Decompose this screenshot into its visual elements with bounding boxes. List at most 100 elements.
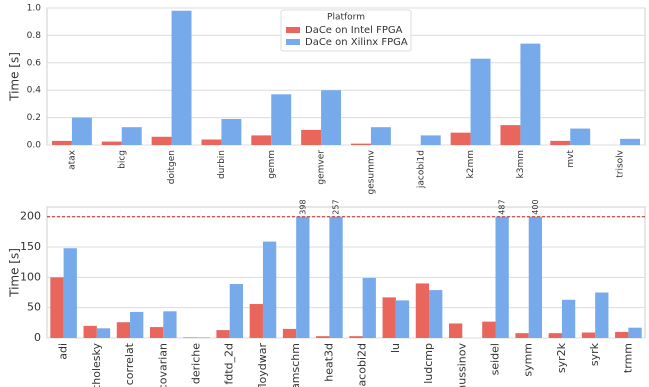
bar — [550, 140, 571, 145]
bar — [63, 248, 77, 338]
legend-box — [280, 9, 412, 52]
x-tick-label: lu — [389, 343, 402, 353]
x-tick-label: nussinov — [455, 343, 468, 387]
x-tick-label: ludcmp — [422, 343, 435, 384]
bar — [216, 330, 230, 338]
x-tick-label: adi — [57, 343, 70, 360]
bar — [316, 336, 330, 338]
bars — [51, 10, 641, 145]
bar — [96, 328, 111, 338]
x-tick-label: bicg — [117, 150, 127, 169]
x-tick-label: fdtd_2d — [223, 343, 236, 385]
bar — [50, 277, 64, 338]
bar — [482, 321, 496, 338]
legend-label: DaCe on Intel FPGA — [305, 25, 403, 36]
x-tick-label: doitgen — [167, 150, 177, 184]
x-tick-label: syrk — [588, 342, 601, 366]
x-tick-label: mvt — [566, 150, 576, 168]
y-tick-label: 150 — [20, 240, 41, 253]
bar — [149, 327, 164, 338]
y-tick-label: 0.0 — [27, 141, 42, 151]
bar — [321, 90, 342, 145]
y-tick-label: 0 — [34, 331, 41, 344]
bars — [50, 216, 642, 338]
subplot: 0 50 100 150 200 Time [s] adi cholesky correlat c… — [8, 199, 646, 387]
bar — [450, 132, 471, 145]
bar — [301, 129, 322, 145]
bar — [329, 216, 343, 338]
x-tick-label: gemver — [317, 150, 327, 185]
bar — [548, 333, 562, 338]
bar — [349, 336, 363, 338]
x-tick-label: gesummv — [366, 149, 376, 194]
y-tick-label: 1.0 — [27, 4, 42, 14]
legend-label: DaCe on Xilinx FPGA — [305, 37, 408, 48]
bar — [229, 284, 244, 338]
bar — [83, 325, 97, 338]
x-tick-label: deriche — [190, 343, 203, 384]
bar — [171, 10, 192, 145]
y-tick-label: 0.2 — [27, 113, 41, 123]
bar — [249, 304, 263, 338]
x-tick-label: covarian — [156, 343, 169, 387]
data-label: 400 — [531, 199, 540, 214]
y-tick-label: 0.6 — [27, 58, 42, 68]
x-tick-label: floydwar — [256, 343, 269, 387]
x-tick-label: jacobi2d — [356, 343, 369, 387]
data-label: 398 — [298, 199, 307, 214]
x-tick-label: symm — [522, 343, 535, 377]
y-tick-label: 0.4 — [27, 86, 42, 96]
bar — [570, 128, 591, 145]
bar — [296, 216, 310, 338]
x-tick-label: durbin — [217, 150, 227, 179]
bar — [151, 136, 172, 145]
bar — [515, 333, 529, 338]
bar — [183, 337, 197, 338]
x-tick-label: trisolv — [616, 149, 626, 177]
bar — [121, 127, 142, 145]
x-tick-label: jacobi1d — [416, 150, 426, 189]
data-label: 487 — [498, 199, 507, 214]
bar — [620, 138, 641, 145]
bar — [282, 328, 297, 338]
x-tick-label: k2mm — [466, 150, 476, 178]
bar — [130, 311, 144, 338]
bar — [420, 135, 441, 145]
bar — [362, 277, 376, 338]
bar — [221, 118, 242, 145]
bar — [262, 241, 277, 338]
bar — [163, 311, 177, 338]
legend-swatch — [286, 39, 300, 45]
bar — [370, 127, 391, 145]
x-tick-label: gemm — [267, 150, 277, 179]
bar — [382, 297, 396, 338]
bar — [448, 323, 463, 338]
y-tick-label: 200 — [20, 210, 41, 223]
y-axis-label: Time [s] — [8, 52, 22, 102]
bar — [51, 140, 72, 145]
x-tick-label: gramschm — [289, 343, 302, 387]
x-tick-label: syr2k — [555, 342, 568, 373]
legend-swatch — [286, 27, 300, 33]
bar — [350, 143, 371, 145]
x-tick-label: k3mm — [516, 150, 526, 178]
bar — [116, 322, 131, 338]
bar — [271, 94, 292, 145]
bar — [528, 216, 543, 338]
bar — [520, 43, 541, 145]
subplot: 0.0 0.2 0.4 0.6 0.8 1.0 Time [s] atax bicg doitge… — [8, 4, 646, 195]
y-tick-label: 0.8 — [27, 31, 42, 41]
bar — [470, 58, 491, 145]
bar — [196, 337, 210, 338]
x-tick-label: correlat — [123, 342, 136, 385]
bar — [71, 117, 92, 145]
x-tick-label: trmm — [621, 343, 634, 373]
bar — [561, 299, 576, 338]
y-tick-label: 100 — [20, 270, 41, 283]
bar — [251, 135, 272, 145]
x-tick-label: atax — [67, 149, 77, 170]
bar — [415, 283, 430, 338]
data-label: 257 — [332, 199, 341, 214]
